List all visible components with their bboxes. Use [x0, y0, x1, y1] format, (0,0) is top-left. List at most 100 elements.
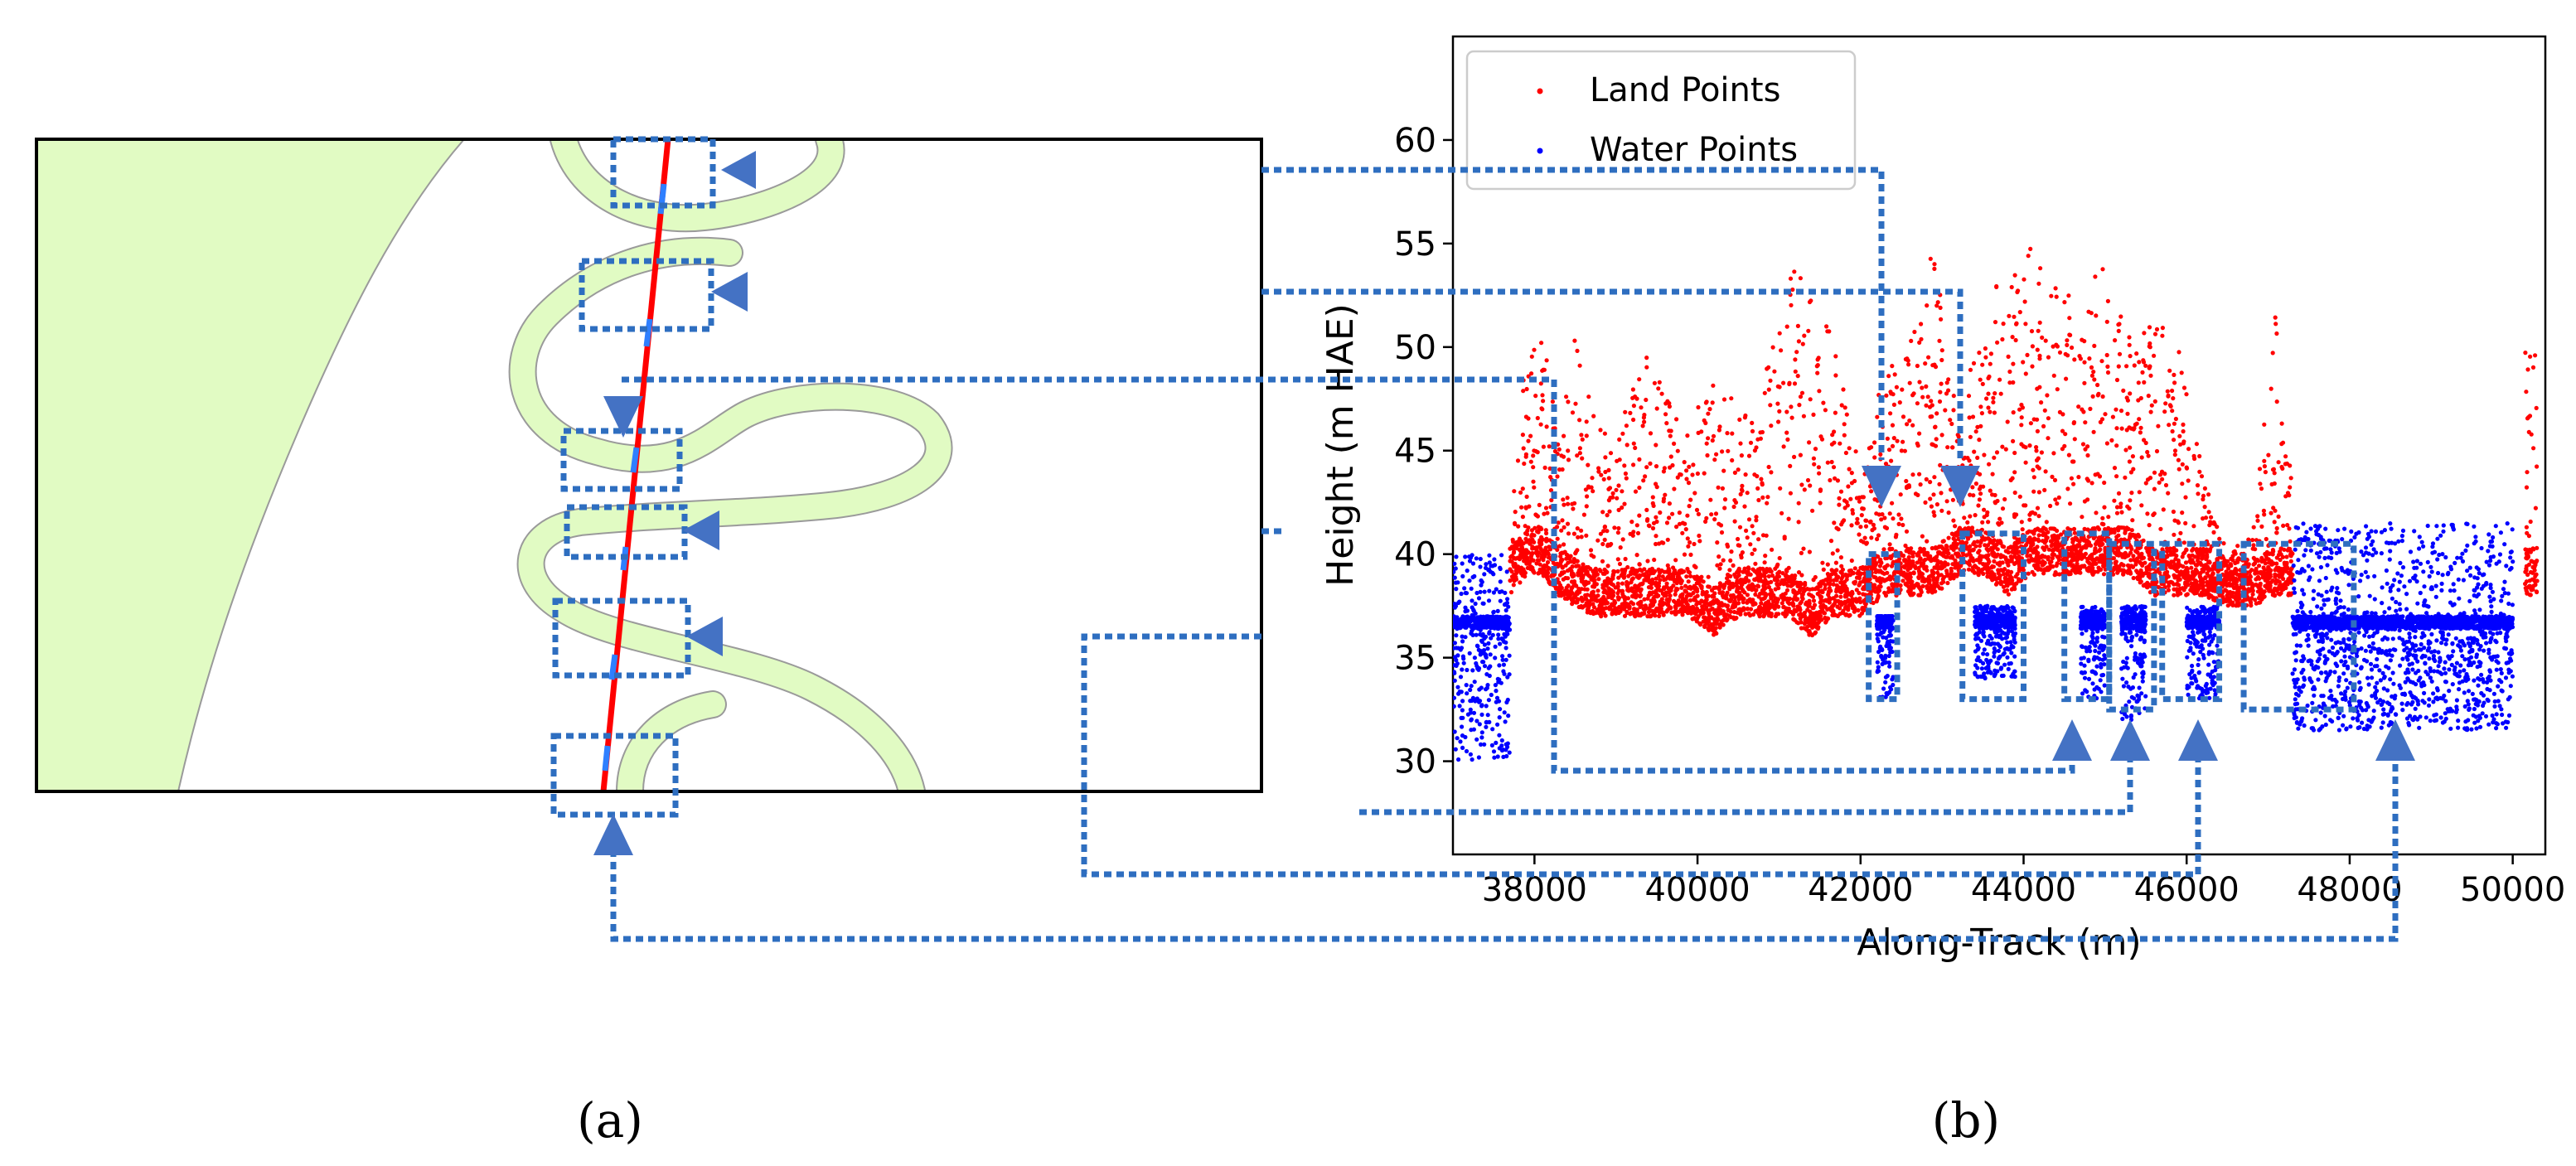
land-point	[1596, 469, 1601, 474]
land-point	[2158, 526, 2163, 531]
land-point	[1671, 598, 1677, 603]
land-point	[1990, 472, 1995, 477]
land-point	[1591, 554, 1596, 559]
land-point	[1807, 299, 1813, 305]
land-point	[1577, 446, 1582, 451]
land-point	[1639, 405, 1644, 410]
land-point	[2177, 588, 2181, 593]
land-point	[1586, 580, 1591, 585]
land-point	[2039, 450, 2044, 455]
land-point	[1745, 593, 1750, 598]
land-point	[1984, 396, 1989, 401]
land-point	[2119, 562, 2124, 567]
land-point	[1546, 555, 1552, 560]
land-point	[2186, 576, 2192, 582]
land-point	[1770, 547, 1775, 552]
land-point	[1686, 579, 1691, 584]
land-point	[1905, 422, 1910, 427]
land-point	[1838, 594, 1843, 599]
land-point	[1558, 554, 1563, 559]
land-point	[2128, 391, 2133, 396]
land-point	[1598, 531, 1603, 536]
land-point	[1765, 567, 1770, 572]
land-point	[1732, 519, 1737, 524]
land-point	[1901, 414, 1906, 419]
land-point	[1568, 559, 1574, 564]
land-point	[1725, 576, 1730, 581]
land-point	[1682, 552, 1687, 557]
land-point	[1779, 595, 1784, 600]
land-point	[1773, 566, 1778, 571]
land-point	[1718, 562, 1723, 567]
land-point	[1807, 549, 1812, 554]
land-point	[1605, 513, 1610, 518]
land-point	[2137, 490, 2142, 495]
land-point	[1573, 549, 1578, 554]
land-point	[1718, 607, 1723, 612]
land-point	[2163, 401, 2168, 406]
land-point	[1738, 441, 1743, 446]
land-point	[2101, 572, 2107, 577]
land-point	[1648, 461, 1653, 467]
land-point	[1852, 566, 1857, 571]
land-point	[2144, 565, 2149, 570]
land-point	[1832, 440, 1837, 445]
land-point	[1720, 593, 1725, 598]
land-point	[1732, 498, 1737, 503]
land-point	[1940, 561, 1945, 566]
land-point	[1768, 602, 1773, 607]
land-point	[1608, 605, 1613, 610]
land-point	[2099, 557, 2104, 562]
land-point	[2026, 254, 2031, 259]
land-point	[1675, 475, 1680, 480]
land-point	[2094, 510, 2099, 515]
land-point	[1755, 474, 1760, 479]
land-point	[2147, 523, 2152, 528]
land-point	[1806, 629, 1811, 634]
land-point	[1527, 504, 1532, 509]
land-point	[2036, 281, 2041, 286]
land-point	[2128, 550, 2133, 555]
land-point	[1648, 431, 1654, 436]
land-point	[1862, 535, 1867, 540]
land-point	[2048, 503, 2053, 509]
land-point	[1610, 574, 1615, 579]
land-point	[2206, 492, 2211, 497]
land-point	[1823, 583, 1828, 588]
land-point	[1705, 452, 1710, 458]
land-point	[1595, 538, 1600, 543]
land-point	[1649, 566, 1654, 572]
land-point	[1757, 569, 1762, 574]
land-point	[2044, 520, 2049, 525]
land-point	[1939, 381, 1944, 386]
land-point	[1994, 580, 2000, 586]
land-point	[2015, 289, 2020, 295]
land-point	[2141, 583, 2146, 588]
land-point	[1576, 535, 1581, 539]
land-point	[1549, 497, 1554, 503]
land-point	[1533, 525, 1537, 530]
land-point	[1591, 602, 1595, 607]
land-point	[1864, 518, 1869, 523]
land-point	[1765, 495, 1770, 500]
land-point	[1640, 581, 1645, 586]
land-point	[1667, 404, 1672, 409]
land-point	[1565, 521, 1571, 526]
land-point	[1535, 450, 1540, 455]
land-point	[1938, 305, 1943, 310]
land-point	[1769, 579, 1774, 584]
land-point	[1898, 492, 1903, 497]
land-point	[2052, 477, 2058, 483]
land-point	[1918, 482, 1923, 487]
land-point	[1859, 513, 1864, 518]
land-point	[1543, 506, 1549, 510]
land-point	[2071, 538, 2076, 543]
land-point	[1579, 576, 1584, 581]
land-point	[1712, 594, 1717, 599]
land-point	[2011, 361, 2016, 366]
land-point	[1848, 496, 1853, 501]
land-point	[1657, 541, 1662, 546]
land-point	[1574, 583, 1579, 588]
land-point	[1750, 551, 1755, 556]
land-point	[2143, 363, 2148, 368]
